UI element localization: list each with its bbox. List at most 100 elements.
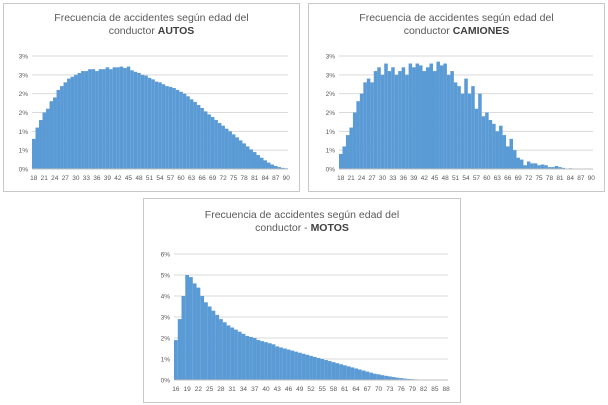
bar: [312, 356, 317, 380]
x-tick-label: 21: [348, 175, 356, 182]
bar: [35, 127, 40, 169]
bar: [481, 116, 486, 169]
bar: [331, 362, 336, 380]
bar: [200, 107, 204, 169]
bar: [523, 165, 527, 169]
bar: [305, 354, 310, 380]
chart-title-line1: Frecuencia de accidentes según edad del: [204, 209, 400, 221]
bar: [219, 319, 223, 380]
x-tick-label: 84: [567, 175, 575, 182]
y-tick-label: 1%: [326, 129, 336, 136]
bar: [172, 88, 176, 169]
bar: [49, 101, 54, 169]
chart-title-vehicle: CAMIONES: [452, 25, 510, 37]
bar: [230, 327, 235, 380]
bar: [177, 319, 182, 380]
bar: [95, 71, 99, 169]
bar: [339, 153, 343, 169]
bar: [492, 123, 496, 169]
bar: [185, 275, 190, 380]
bar: [210, 117, 215, 169]
x-tick-label: 21: [41, 175, 49, 182]
bar: [320, 359, 325, 380]
x-tick-label: 76: [397, 386, 405, 393]
bar: [207, 114, 211, 169]
y-tick-label: 3%: [326, 72, 336, 79]
x-tick-label: 27: [62, 175, 70, 182]
bar: [252, 338, 257, 380]
y-tick-label: 1%: [19, 148, 29, 155]
bar: [77, 72, 82, 169]
bar: [193, 101, 197, 169]
bar: [547, 167, 552, 169]
bar: [350, 367, 355, 380]
bar: [540, 164, 545, 169]
bar: [249, 336, 253, 380]
bar: [544, 165, 548, 169]
bar: [67, 78, 71, 169]
x-tick-label: 81: [556, 175, 564, 182]
y-tick-label: 1%: [326, 148, 336, 155]
chart-title: Frecuencia de accidentes según edad del …: [4, 12, 299, 38]
bar-chart-motos: 0% 1% 2% 3% 4% 5% 6% 16 19 22 25 28 31 34 37 40 43 46 49 52…: [161, 252, 451, 394]
x-tick-label: 54: [462, 175, 470, 182]
bar: [301, 353, 306, 380]
bar: [147, 77, 152, 169]
y-tick-label: 0%: [161, 378, 171, 385]
bar: [234, 329, 238, 380]
x-tick-label: 63: [494, 175, 502, 182]
bar: [207, 306, 212, 380]
bar: [237, 331, 242, 380]
bar: [91, 69, 96, 169]
bar: [339, 364, 343, 380]
bar: [175, 89, 180, 169]
bar: [158, 82, 162, 169]
bar: [349, 127, 353, 169]
bar: [290, 350, 295, 380]
x-tick-label: 70: [375, 386, 383, 393]
bar: [42, 112, 47, 169]
bar: [369, 372, 373, 380]
x-tick-label: 60: [177, 175, 185, 182]
bar: [506, 146, 510, 169]
x-tick-label: 75: [230, 175, 238, 182]
x-tick-label: 31: [229, 386, 237, 393]
bar: [327, 361, 332, 380]
bar: [412, 67, 416, 169]
x-tick-label: 87: [577, 175, 585, 182]
x-tick-label: 42: [114, 175, 122, 182]
bar: [363, 82, 367, 169]
chart-panel-motos: Frecuencia de accidentes según edad del …: [143, 198, 461, 403]
x-tick-label: 49: [296, 386, 304, 393]
y-tick-label: 3%: [19, 72, 29, 79]
bar: [238, 140, 243, 169]
x-tick-label: 67: [364, 386, 372, 393]
bar: [263, 160, 268, 169]
y-tick-label: 3%: [19, 54, 29, 61]
bar: [217, 123, 222, 169]
chart-title-prefix: conductor: [403, 25, 453, 37]
x-tick-label: 90: [283, 175, 291, 182]
y-tick-label: 2%: [326, 91, 336, 98]
x-tick-label: 66: [198, 175, 206, 182]
x-tick-label: 48: [442, 175, 450, 182]
x-tick-label: 36: [400, 175, 408, 182]
chart-panel-autos: Frecuencia de accidentes según edad del …: [3, 3, 300, 192]
bar: [384, 375, 388, 380]
bar: [242, 143, 246, 169]
x-tick-label: 48: [135, 175, 143, 182]
x-tick-label: 34: [240, 386, 248, 393]
x-tick-label: 18: [337, 175, 345, 182]
bar: [346, 366, 351, 380]
bar: [526, 161, 531, 169]
x-tick-label: 57: [167, 175, 175, 182]
bar: [391, 377, 396, 380]
bar: [533, 163, 538, 169]
x-tick-label: 69: [515, 175, 523, 182]
x-tick-label: 19: [184, 386, 192, 393]
bar: [558, 167, 562, 169]
y-tick-label: 0%: [326, 167, 336, 174]
bar: [297, 352, 302, 380]
bar: [84, 71, 89, 169]
x-tick-label: 69: [209, 175, 217, 182]
